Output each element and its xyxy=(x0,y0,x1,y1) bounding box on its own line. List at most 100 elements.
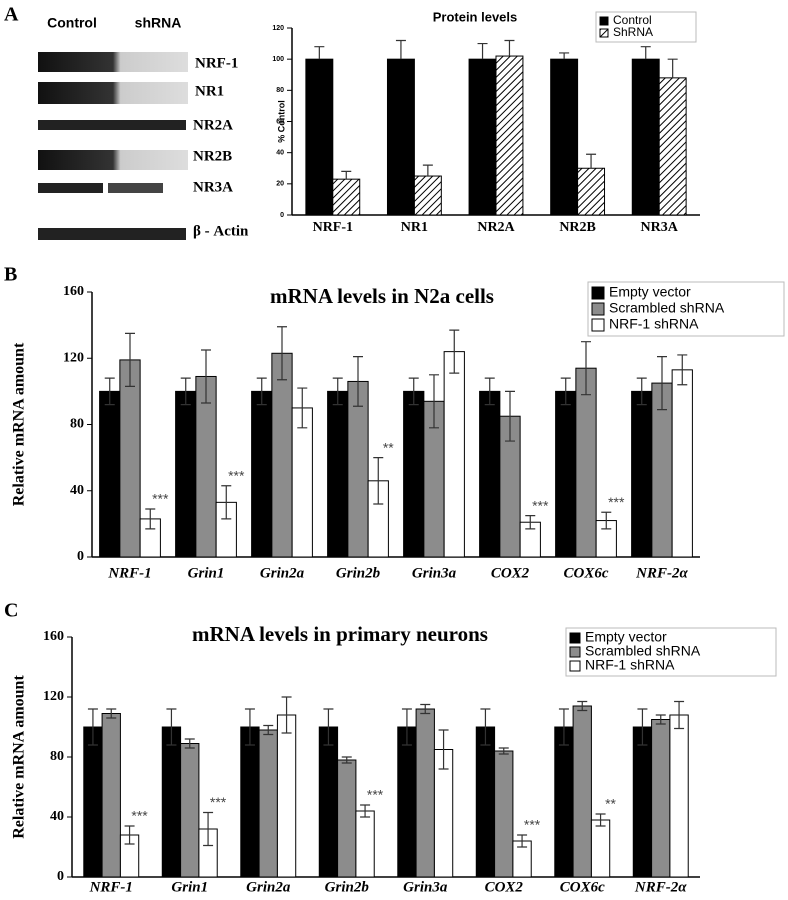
blot-column-label: Control xyxy=(47,15,97,31)
panel-label: A xyxy=(4,4,19,26)
error-bar xyxy=(353,355,363,407)
x-tick-label: COX2 xyxy=(485,879,524,895)
bar xyxy=(632,726,653,878)
error-bar xyxy=(104,377,115,406)
blot-band xyxy=(38,82,188,104)
significance-label: ** xyxy=(383,439,394,455)
error-bar xyxy=(601,511,612,530)
y-tick-label: 0 xyxy=(57,869,64,884)
error-bar xyxy=(166,708,177,746)
significance-label: ** xyxy=(605,796,616,812)
error-bar xyxy=(277,326,287,381)
error-bar xyxy=(281,696,292,734)
y-axis-label: % Control xyxy=(276,100,286,143)
error-bar xyxy=(655,714,666,725)
error-bar xyxy=(360,804,371,818)
legend-swatch xyxy=(599,16,609,26)
bar xyxy=(386,58,415,216)
x-tick-label: NR3A xyxy=(641,220,679,235)
bar xyxy=(631,390,653,558)
bar xyxy=(658,77,687,216)
blot-row-label: NR2A xyxy=(193,117,233,133)
legend-label: Empty vector xyxy=(585,629,667,645)
error-bar xyxy=(438,729,449,770)
error-bar xyxy=(498,747,509,755)
error-bar xyxy=(145,508,156,530)
x-tick-label: Grin1 xyxy=(188,565,225,581)
significance-label: *** xyxy=(210,794,227,810)
legend-swatch xyxy=(569,660,581,672)
significance-label: *** xyxy=(367,787,384,803)
chart-title: mRNA levels in N2a cells xyxy=(270,284,494,308)
error-bar xyxy=(341,756,352,764)
y-tick-label: 80 xyxy=(276,87,284,94)
bar xyxy=(337,759,357,878)
chart-title: Protein levels xyxy=(433,9,518,24)
bar xyxy=(397,726,417,878)
bar xyxy=(271,352,293,558)
error-bar xyxy=(203,811,214,847)
bar xyxy=(495,55,524,216)
bar xyxy=(99,390,121,558)
error-bar xyxy=(477,42,488,60)
error-bar xyxy=(408,377,419,406)
x-tick-label: Grin2b xyxy=(336,565,381,581)
x-tick-label: COX6c xyxy=(564,565,609,581)
y-tick-label: 80 xyxy=(50,749,64,764)
legend-swatch xyxy=(591,302,605,316)
legend-label: Scrambled shRNA xyxy=(609,300,725,316)
significance-label: *** xyxy=(532,497,549,513)
y-tick-label: 20 xyxy=(276,181,284,188)
bar xyxy=(347,380,369,558)
error-bar xyxy=(422,164,433,177)
error-bar xyxy=(577,700,588,712)
error-bar xyxy=(323,708,334,746)
y-tick-label: 60 xyxy=(276,118,284,125)
error-bar xyxy=(256,377,267,406)
bar xyxy=(332,178,361,216)
error-bar xyxy=(297,387,308,429)
blot-band xyxy=(38,183,103,193)
x-tick-label: NRF-1 xyxy=(313,220,353,235)
x-tick-label: Grin2b xyxy=(325,879,370,895)
error-bar xyxy=(106,708,117,719)
error-bar xyxy=(401,708,412,746)
bar xyxy=(403,390,425,558)
x-tick-label: Grin2a xyxy=(246,879,291,895)
error-bar xyxy=(125,332,135,388)
y-tick-label: 40 xyxy=(70,483,84,498)
x-tick-label: NRF-1 xyxy=(89,879,133,895)
y-tick-label: 100 xyxy=(272,56,284,63)
bar xyxy=(575,367,597,558)
error-bar xyxy=(449,329,460,374)
bar xyxy=(479,390,501,558)
bar xyxy=(175,390,197,558)
bar xyxy=(475,726,496,878)
bar xyxy=(631,58,660,216)
error-bar xyxy=(674,700,685,730)
legend-swatch xyxy=(591,318,605,332)
bar xyxy=(291,407,313,558)
x-tick-label: NRF-2α xyxy=(634,879,687,895)
x-tick-label: Grin3a xyxy=(412,565,457,581)
error-bar xyxy=(314,46,325,60)
error-bar xyxy=(484,377,495,406)
y-tick-label: 0 xyxy=(77,549,84,564)
bar xyxy=(651,719,671,878)
bar xyxy=(572,705,592,878)
bar xyxy=(468,58,497,216)
legend-swatch xyxy=(569,632,581,644)
blot-row-label: β - Actin xyxy=(193,223,249,239)
error-bar xyxy=(420,703,431,715)
error-bar xyxy=(505,390,515,442)
bar xyxy=(669,714,689,878)
bar xyxy=(554,726,574,878)
error-bar xyxy=(124,825,135,845)
bar xyxy=(671,369,693,558)
error-bar xyxy=(201,349,211,404)
legend-box xyxy=(595,11,697,43)
error-bar xyxy=(636,377,647,406)
y-axis-label: Relative mRNA amount xyxy=(11,675,28,839)
bar xyxy=(415,708,435,878)
